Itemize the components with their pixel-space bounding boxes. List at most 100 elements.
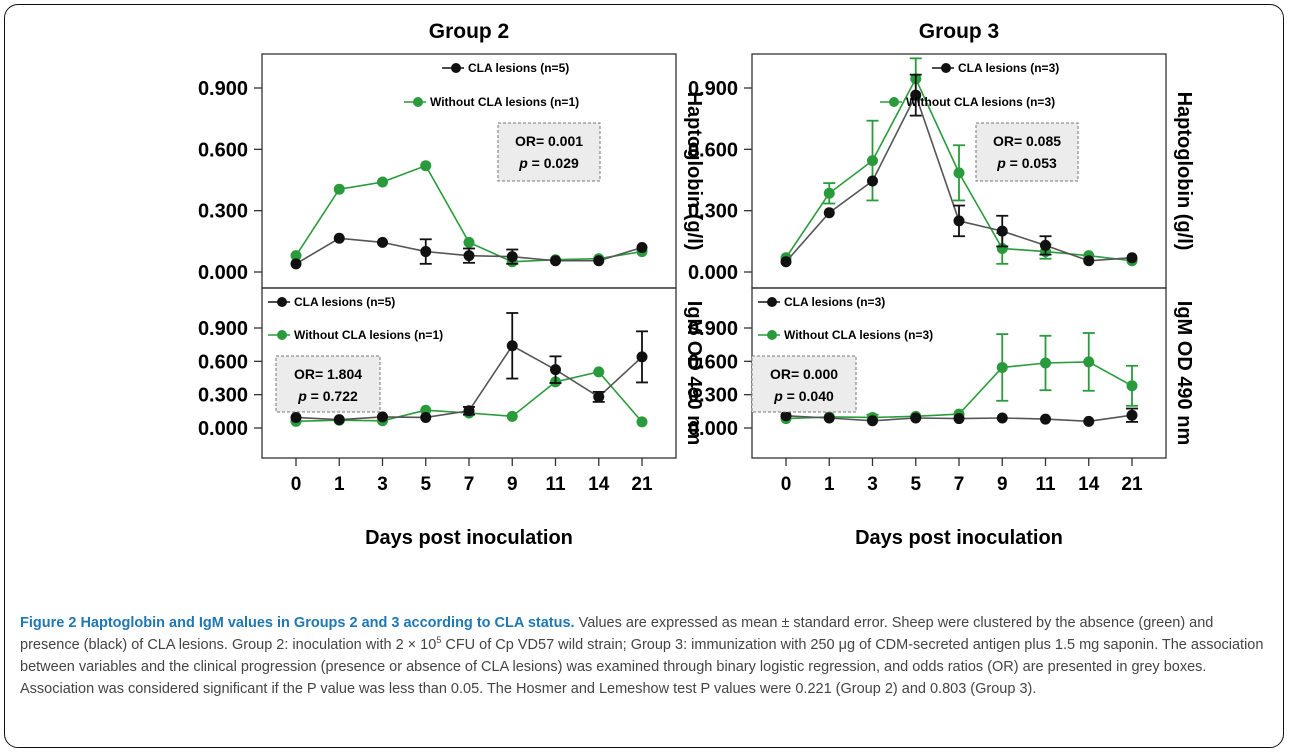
panel2-series1-point bbox=[867, 175, 878, 187]
panel4-series2-point bbox=[1083, 356, 1095, 368]
panel3-series1-point bbox=[377, 411, 388, 423]
panel3-legend1-label: CLA lesions (n=5) bbox=[294, 295, 395, 309]
panel3-legend2-swatch-marker bbox=[277, 330, 287, 340]
panel1-legend2-swatch-marker bbox=[413, 97, 423, 107]
panel3-ytick-label: 0.900 bbox=[198, 318, 248, 340]
panel4-series2-point bbox=[1040, 357, 1051, 369]
panel3-xtick-label: 3 bbox=[377, 474, 388, 495]
figure-frame bbox=[4, 4, 1284, 748]
panel1-ytick-label: 0.300 bbox=[198, 201, 248, 223]
panel2-or-box bbox=[975, 122, 1079, 182]
panel1-ytick-label: 0.000 bbox=[198, 262, 248, 284]
panel4-series2-point bbox=[1126, 380, 1138, 392]
panel3-series2-point bbox=[636, 416, 648, 428]
panel1-p-number: = 0.029 bbox=[528, 155, 579, 171]
panel4-or-value: OR= 0.000 bbox=[770, 366, 838, 382]
panel2-legend1-swatch-marker bbox=[941, 63, 951, 73]
panel4-legend2-swatch-marker bbox=[767, 330, 777, 340]
caption-text-2: CFU of Cp VD57 wild strain; Group 3: imm… bbox=[20, 637, 1264, 697]
panel2-p-number: = 0.053 bbox=[1006, 155, 1057, 171]
panel2-series2-point bbox=[823, 187, 835, 199]
panel2-p-symbol: p bbox=[996, 155, 1006, 171]
panel4-xtick-label: 7 bbox=[954, 474, 965, 495]
panel2-series1-point bbox=[953, 215, 965, 227]
panel2-legend2-swatch-marker bbox=[889, 97, 899, 107]
panel4-series1-point bbox=[867, 415, 878, 427]
panel4-p-number: = 0.040 bbox=[783, 388, 834, 404]
panel3-xtick-label: 14 bbox=[588, 474, 610, 495]
panel4-xtick-label: 14 bbox=[1078, 474, 1100, 495]
panel3-xtick-label: 11 bbox=[545, 474, 566, 495]
panel1-series1-point bbox=[420, 246, 432, 258]
panel1-title: Group 2 bbox=[429, 20, 510, 43]
panel3-or-value: OR= 1.804 bbox=[294, 366, 362, 382]
panel1-series2-point bbox=[463, 236, 475, 248]
panel1-series1-point bbox=[333, 232, 345, 244]
panel1-series1-point bbox=[463, 250, 475, 262]
panel3-series1-point bbox=[506, 340, 518, 352]
panel2-series2-point bbox=[867, 155, 878, 167]
panel4-ytick-label: 0.300 bbox=[688, 385, 738, 407]
panel4-series1-point bbox=[780, 410, 792, 422]
panel4-p-value: p = 0.040 bbox=[773, 388, 834, 404]
panel4-ytick-label: 0.000 bbox=[688, 418, 738, 440]
panel2-series1-point bbox=[1040, 239, 1051, 251]
caption-superscript: 5 bbox=[436, 635, 442, 646]
panel3-xtick-label: 7 bbox=[464, 474, 475, 495]
panel3-legend2-label: Without CLA lesions (n=1) bbox=[294, 328, 443, 342]
panel3-series1-point bbox=[593, 391, 605, 403]
panel3-p-number: = 0.722 bbox=[307, 388, 358, 404]
panel3-ytick-label: 0.300 bbox=[198, 385, 248, 407]
panel1-series1-point bbox=[377, 236, 388, 248]
panel1-series1-point bbox=[290, 258, 302, 270]
panel2-series1-point bbox=[780, 256, 792, 268]
panel3-or-box bbox=[275, 355, 381, 413]
panel2-legend2-label: Without CLA lesions (n=3) bbox=[906, 95, 1055, 109]
panel4-series2-point bbox=[996, 361, 1008, 373]
panel1-series1-point bbox=[636, 241, 648, 253]
panel3-xtick-label: 1 bbox=[334, 474, 345, 495]
panel4-series1-point bbox=[910, 412, 922, 424]
panel2-series1-point bbox=[1083, 255, 1095, 267]
panel4-xtick-label: 0 bbox=[781, 474, 792, 495]
panel4-ytick-label: 0.900 bbox=[688, 318, 738, 340]
panel4-series1-point bbox=[1083, 415, 1095, 427]
panel1-legend1-label: CLA lesions (n=5) bbox=[468, 61, 569, 75]
panel3-xtick-label: 5 bbox=[420, 474, 431, 495]
figure-caption: Figure 2 Haptoglobin and IgM values in G… bbox=[20, 612, 1270, 700]
panel3-xtick-label: 0 bbox=[291, 474, 302, 495]
panel1-legend1-swatch-marker bbox=[451, 63, 461, 73]
panel1-or-box bbox=[497, 122, 601, 182]
caption-title: Haptoglobin and IgM values in Groups 2 a… bbox=[80, 615, 575, 631]
panel2-series1-point bbox=[910, 89, 922, 101]
panel4-legend1-label: CLA lesions (n=3) bbox=[784, 295, 885, 309]
panel3-xlabel: Days post inoculation bbox=[365, 527, 573, 549]
panel2-title: Group 3 bbox=[919, 20, 1000, 43]
panel4-legend2-label: Without CLA lesions (n=3) bbox=[784, 328, 933, 342]
panel2-ytick-label: 0.600 bbox=[688, 139, 738, 161]
panel2-ytick-label: 0.900 bbox=[688, 78, 738, 100]
panel1-series1-point bbox=[550, 255, 561, 267]
panel3-series1-point bbox=[290, 411, 302, 423]
panel3-series1-point bbox=[463, 405, 475, 417]
panel3-series2-point bbox=[593, 366, 605, 378]
panel1-ylabel: Haptoglobin (g/l) bbox=[683, 92, 705, 251]
panel3-legend1-swatch-marker bbox=[277, 297, 287, 307]
panel2-series1-point bbox=[996, 225, 1008, 237]
panel2-or-value: OR= 0.085 bbox=[993, 133, 1061, 149]
panel2-ytick-label: 0.000 bbox=[688, 262, 738, 284]
panel4-ylabel: IgM OD 490 nm bbox=[1173, 301, 1195, 445]
panel4-xtick-label: 1 bbox=[824, 474, 835, 495]
panel1-series2-point bbox=[290, 250, 302, 262]
panel1-p-symbol: p bbox=[518, 155, 528, 171]
panel4-xlabel: Days post inoculation bbox=[855, 527, 1063, 549]
panel1-legend2-label: Without CLA lesions (n=1) bbox=[430, 95, 579, 109]
panel4-series1-point bbox=[823, 412, 835, 424]
panel1-or-value: OR= 0.001 bbox=[515, 133, 583, 149]
panel4-ytick-label: 0.600 bbox=[688, 351, 738, 373]
panel4-xtick-label: 21 bbox=[1121, 474, 1143, 495]
panel3-series1-point bbox=[550, 364, 561, 376]
panel4-xtick-label: 11 bbox=[1035, 474, 1056, 495]
panel1-p-value: p = 0.029 bbox=[518, 155, 579, 171]
panel3-ytick-label: 0.000 bbox=[198, 418, 248, 440]
